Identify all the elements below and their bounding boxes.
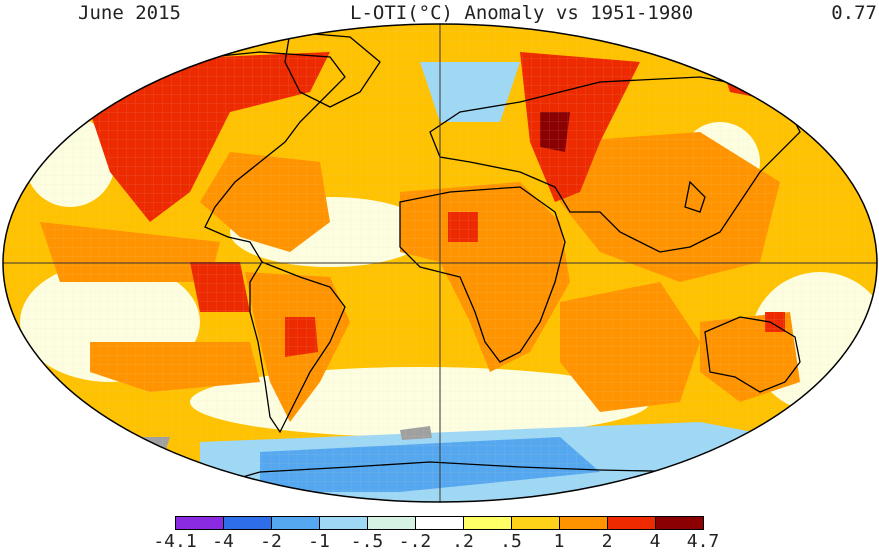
coastline-africa bbox=[399, 186, 566, 363]
legend-swatch bbox=[607, 516, 656, 530]
legend-swatch bbox=[463, 516, 512, 530]
coastline-greenland bbox=[284, 31, 381, 108]
legend-swatch bbox=[175, 516, 224, 530]
legend-tick-label: 2 bbox=[601, 531, 613, 552]
legend-swatch bbox=[511, 516, 560, 530]
legend-swatch bbox=[367, 516, 416, 530]
legend-swatch bbox=[271, 516, 320, 530]
coastline-eurasia bbox=[429, 76, 801, 253]
coastline-north-america bbox=[104, 51, 346, 263]
coastline-new-zealand bbox=[814, 380, 836, 419]
coastline-australia bbox=[704, 316, 801, 393]
legend-tick-label: -4 bbox=[212, 531, 234, 552]
temperature-anomaly-map bbox=[2, 23, 878, 503]
legend-tick-label: 1 bbox=[553, 531, 565, 552]
coastline-south-america bbox=[249, 261, 346, 434]
color-scale-legend: -4.1 -4 -2 -1 -.5 -.2 .2 .5 1 2 4 4.7 bbox=[140, 514, 740, 552]
anomaly-field bbox=[3, 24, 877, 502]
legend-swatch bbox=[223, 516, 272, 530]
globe-outline bbox=[2, 23, 878, 503]
legend-tick-label: .5 bbox=[500, 531, 522, 552]
legend-swatch bbox=[559, 516, 608, 530]
legend-tick-label: 4 bbox=[649, 531, 661, 552]
global-mean-anomaly: 0.77 bbox=[831, 2, 877, 24]
legend-swatch bbox=[319, 516, 368, 530]
legend-tick-label: -4.1 bbox=[153, 531, 197, 552]
map-date: June 2015 bbox=[78, 2, 181, 24]
legend-swatch bbox=[415, 516, 464, 530]
no-data-region-arctic bbox=[180, 24, 260, 34]
legend-swatch bbox=[655, 516, 704, 530]
legend-tick-label: 4.7 bbox=[686, 531, 720, 552]
legend-tick-label: .2 bbox=[452, 531, 474, 552]
legend-tick-label: -2 bbox=[260, 531, 282, 552]
map-title: L-OTI(°C) Anomaly vs 1951-1980 bbox=[350, 2, 694, 24]
legend-tick-label: -1 bbox=[308, 531, 330, 552]
legend-tick-label: -.2 bbox=[398, 531, 432, 552]
legend-tick-label: -.5 bbox=[350, 531, 384, 552]
coastline-japan bbox=[684, 180, 706, 213]
